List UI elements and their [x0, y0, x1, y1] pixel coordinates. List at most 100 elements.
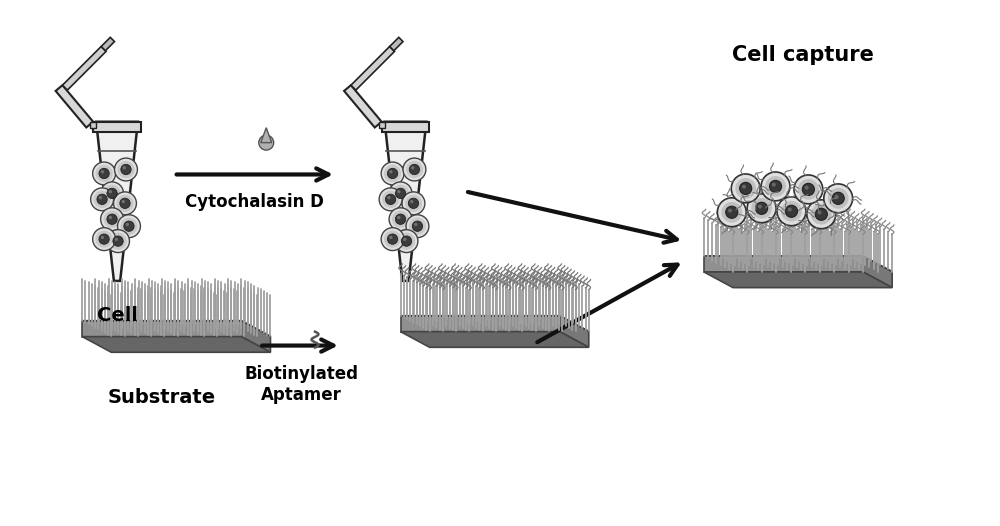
- Circle shape: [385, 194, 396, 205]
- Circle shape: [101, 182, 123, 205]
- Circle shape: [113, 236, 123, 246]
- Circle shape: [731, 174, 760, 203]
- Polygon shape: [704, 256, 892, 272]
- Polygon shape: [385, 122, 426, 281]
- Circle shape: [259, 135, 274, 150]
- Circle shape: [93, 162, 116, 185]
- Polygon shape: [344, 85, 382, 127]
- Circle shape: [379, 188, 402, 211]
- Circle shape: [116, 195, 134, 212]
- Circle shape: [412, 221, 423, 231]
- Circle shape: [97, 194, 107, 205]
- Circle shape: [101, 236, 104, 239]
- Circle shape: [772, 183, 776, 187]
- Circle shape: [406, 215, 429, 238]
- Circle shape: [717, 198, 746, 227]
- Circle shape: [389, 170, 393, 174]
- Circle shape: [392, 185, 409, 202]
- Circle shape: [805, 186, 809, 190]
- Circle shape: [122, 200, 125, 204]
- Circle shape: [828, 188, 849, 209]
- Circle shape: [758, 205, 762, 209]
- Circle shape: [742, 185, 746, 189]
- Polygon shape: [390, 37, 403, 50]
- Circle shape: [398, 232, 415, 250]
- Polygon shape: [401, 316, 560, 331]
- Circle shape: [389, 182, 412, 205]
- Circle shape: [794, 175, 823, 204]
- Circle shape: [728, 208, 732, 213]
- Circle shape: [381, 228, 404, 250]
- Circle shape: [109, 190, 112, 194]
- Circle shape: [384, 230, 401, 248]
- Circle shape: [751, 198, 772, 219]
- Circle shape: [726, 206, 738, 218]
- Polygon shape: [863, 256, 892, 288]
- Circle shape: [781, 201, 802, 221]
- Circle shape: [409, 164, 420, 175]
- Circle shape: [126, 223, 129, 226]
- Polygon shape: [560, 316, 589, 347]
- Circle shape: [721, 202, 742, 222]
- Circle shape: [384, 165, 401, 182]
- Circle shape: [397, 190, 401, 194]
- Polygon shape: [401, 331, 589, 347]
- Circle shape: [811, 204, 832, 225]
- Circle shape: [115, 158, 137, 181]
- Circle shape: [96, 165, 113, 182]
- Circle shape: [94, 191, 111, 208]
- Circle shape: [740, 183, 752, 195]
- Circle shape: [101, 208, 123, 231]
- Text: Cytochalasin D: Cytochalasin D: [185, 194, 324, 211]
- Circle shape: [387, 234, 398, 244]
- Polygon shape: [351, 46, 395, 90]
- Bar: [93, 122, 141, 132]
- Circle shape: [107, 188, 117, 198]
- Bar: [90, 122, 96, 128]
- Circle shape: [785, 205, 798, 217]
- Circle shape: [93, 228, 116, 250]
- Circle shape: [409, 218, 426, 235]
- Text: Biotinylated
Aptamer: Biotinylated Aptamer: [244, 366, 358, 404]
- Circle shape: [99, 234, 109, 244]
- Circle shape: [405, 195, 422, 212]
- Circle shape: [120, 198, 130, 208]
- Circle shape: [756, 202, 768, 215]
- Circle shape: [807, 200, 836, 229]
- Circle shape: [117, 161, 135, 178]
- Circle shape: [107, 214, 117, 225]
- Circle shape: [824, 184, 853, 213]
- Text: Cell: Cell: [97, 306, 138, 325]
- Circle shape: [99, 196, 102, 199]
- Circle shape: [747, 194, 776, 222]
- Circle shape: [123, 166, 126, 169]
- Circle shape: [408, 198, 419, 208]
- Text: Cell capture: Cell capture: [732, 45, 874, 65]
- Polygon shape: [704, 272, 892, 288]
- Circle shape: [389, 236, 393, 239]
- Circle shape: [114, 192, 136, 215]
- Circle shape: [414, 223, 417, 226]
- Polygon shape: [401, 316, 589, 331]
- Circle shape: [120, 218, 138, 235]
- Circle shape: [389, 208, 412, 231]
- Circle shape: [381, 162, 404, 185]
- Polygon shape: [82, 321, 241, 337]
- Circle shape: [118, 215, 140, 238]
- Polygon shape: [101, 37, 115, 50]
- Circle shape: [395, 214, 406, 225]
- Circle shape: [832, 193, 844, 205]
- Circle shape: [403, 238, 406, 241]
- Circle shape: [99, 168, 109, 179]
- Bar: [382, 122, 429, 132]
- Circle shape: [124, 221, 134, 231]
- Circle shape: [769, 180, 782, 193]
- Circle shape: [395, 230, 418, 252]
- Bar: [379, 122, 385, 128]
- Circle shape: [387, 196, 391, 199]
- Circle shape: [815, 208, 827, 220]
- Circle shape: [834, 195, 838, 199]
- Circle shape: [818, 210, 822, 215]
- Circle shape: [387, 168, 398, 179]
- Circle shape: [403, 158, 426, 181]
